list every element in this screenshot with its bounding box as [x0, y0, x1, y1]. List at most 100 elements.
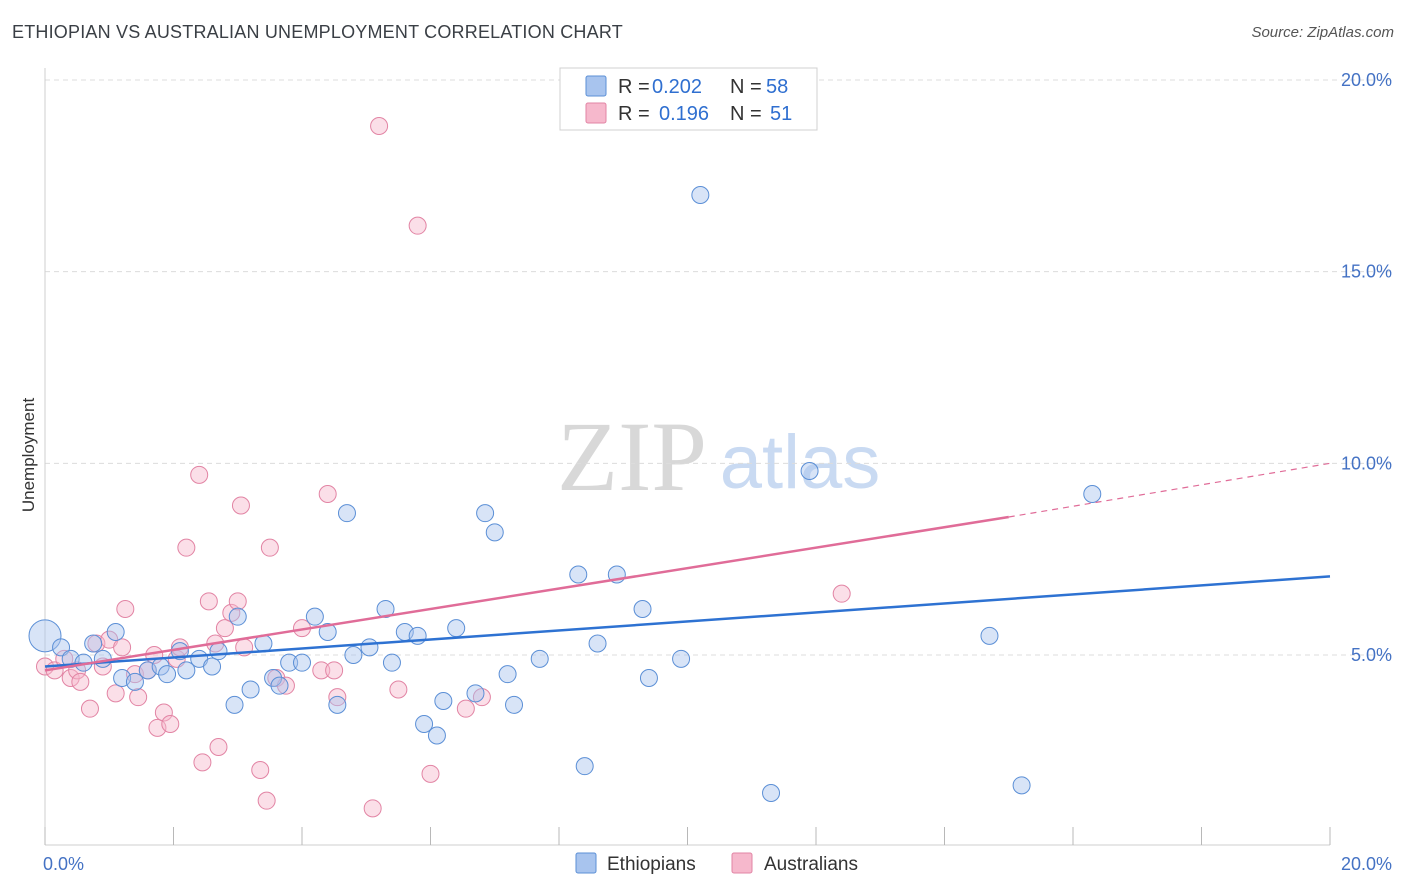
australians-point [129, 688, 148, 707]
ethiopians-point [505, 695, 524, 714]
ethiopians-point [569, 565, 588, 584]
tick-labels: 5.0% 10.0% 15.0% 20.0% 0.0% 20.0% [43, 70, 1392, 874]
series-legend-ethiopians: Ethiopians [607, 854, 696, 875]
y-axis-title: Unemployment [19, 398, 38, 513]
australians-point [209, 738, 228, 756]
legend: R = 0.202 N = 58 R = 0.196 N = 51 [559, 67, 818, 131]
ethiopians-point [691, 186, 710, 204]
ethiopians-point [980, 626, 999, 645]
australians-point [61, 669, 80, 687]
series-legend: Ethiopians Australians [575, 852, 858, 875]
legend-r-ethiopians: 0.202 [652, 76, 702, 98]
ethiopians-point [485, 523, 504, 542]
ethiopians-point [270, 676, 289, 695]
ethiopians-point [241, 680, 260, 699]
australians-point [260, 538, 279, 557]
watermark-atlas: atlas [720, 420, 881, 505]
ethiopians-point [177, 661, 196, 680]
australians-point [328, 688, 347, 707]
ethiopians-point [762, 784, 781, 802]
australians-point [199, 592, 218, 611]
legend-n-ethiopians: 58 [766, 76, 788, 98]
ethiopians-point [328, 695, 347, 714]
x-tick-label-0: 0.0% [43, 854, 84, 874]
ethiopians-point [293, 653, 311, 672]
ethiopians-trend-line [44, 575, 1331, 668]
ethiopians-point [588, 634, 607, 653]
watermark-zip: ZIP [557, 401, 707, 512]
ethiopians-point [209, 642, 228, 661]
australians-point [231, 496, 250, 515]
ethiopians-point [1012, 776, 1031, 795]
ethiopians-point [575, 757, 594, 776]
australians-point [325, 661, 344, 680]
ethiopians-point [264, 669, 283, 687]
legend-swatch-australians [585, 102, 607, 124]
australians-point [421, 764, 440, 783]
ethiopians-point [1083, 485, 1102, 503]
australians-point [190, 465, 209, 484]
ethiopians-point [633, 600, 652, 618]
ethiopians-point [225, 695, 244, 714]
series-legend-australians: Australians [764, 854, 858, 875]
ethiopians-point [447, 619, 466, 638]
y-tick-label-1: 10.0% [1341, 453, 1392, 473]
australians-point [80, 699, 99, 718]
ethiopians-point [639, 669, 658, 687]
legend-r-label: R = [618, 76, 650, 98]
ethiopians-point [280, 653, 299, 672]
series-legend-swatch-australians [731, 852, 753, 874]
y-tick-label-0: 5.0% [1351, 645, 1392, 665]
australians-point [318, 485, 337, 503]
australians-point [177, 538, 196, 557]
legend-n-australians: 51 [770, 103, 792, 125]
australians-point [832, 584, 851, 603]
australians-point [456, 699, 475, 718]
x-tick-label-1: 20.0% [1341, 854, 1392, 874]
ethiopians-point [52, 638, 71, 657]
australians-point [71, 672, 90, 691]
ethiopians-point [305, 607, 324, 626]
australians-point [106, 684, 125, 703]
australians-point [116, 600, 135, 618]
gridlines [45, 79, 1392, 656]
source-credit: Source: ZipAtlas.com [1251, 24, 1394, 41]
legend-swatch-ethiopians [585, 75, 607, 97]
australians-point [215, 619, 234, 638]
ethiopians-point [800, 462, 819, 480]
ethiopians-point [158, 665, 177, 684]
ethiopians-point [360, 638, 379, 657]
australians-trend-line [44, 515, 1009, 672]
ethiopians-point [434, 692, 453, 710]
ethiopians-point [125, 672, 144, 691]
australians-point [193, 753, 212, 772]
australians-point [257, 791, 276, 810]
y-tick-label-3: 20.0% [1341, 70, 1392, 90]
ethiopians-point [344, 646, 363, 664]
ethiopians-point [382, 653, 401, 672]
ethiopians-point [427, 726, 446, 745]
ethiopians-point [106, 623, 125, 641]
ethiopians-points [28, 186, 1102, 802]
axes [44, 68, 1331, 846]
australians-point [312, 661, 331, 680]
australians-point [154, 703, 173, 722]
legend-n-label: N = [730, 76, 762, 98]
australians-point [251, 761, 270, 779]
ethiopians-point [337, 504, 356, 523]
australians-point [389, 680, 408, 699]
australians-trend-extension [1008, 462, 1331, 518]
y-tick-label-2: 15.0% [1341, 262, 1392, 282]
chart-title: ETHIOPIAN VS AUSTRALIAN UNEMPLOYMENT COR… [12, 22, 623, 42]
australians-point [161, 715, 180, 733]
ethiopians-point [318, 623, 337, 641]
australians-point [113, 638, 132, 657]
ethiopians-point [466, 684, 485, 703]
ethiopians-point [93, 649, 112, 668]
ethiopians-point [476, 504, 495, 523]
ethiopians-point [415, 715, 434, 733]
trend-lines [44, 462, 1331, 672]
australians-point [363, 799, 382, 818]
series-legend-swatch-ethiopians [575, 852, 597, 874]
ethiopians-point [228, 607, 247, 626]
